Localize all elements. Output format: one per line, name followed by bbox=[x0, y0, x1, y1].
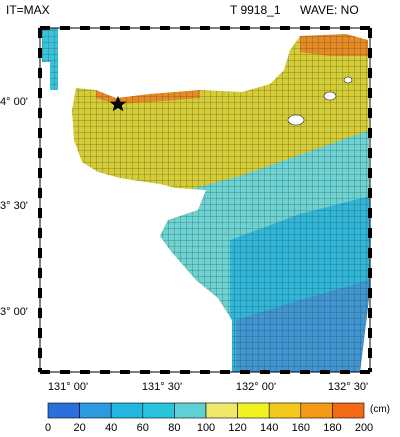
colorbar-tick-label: 20 bbox=[73, 422, 86, 434]
island bbox=[287, 114, 305, 126]
longitude-label: 131° 00' bbox=[47, 381, 89, 393]
run-label: IT=MAX bbox=[6, 3, 50, 17]
colorbar-swatch bbox=[332, 402, 365, 419]
longitude-label: 132° 30' bbox=[327, 381, 369, 393]
colorbar-tick-label: 140 bbox=[260, 422, 279, 434]
colorbar-tick-label: 80 bbox=[168, 422, 181, 434]
colorbar-unit: (cm) bbox=[370, 404, 390, 415]
colorbar-tick-label: 40 bbox=[105, 422, 118, 434]
latitude-label: 3° 00' bbox=[0, 306, 28, 318]
colorbar-swatch bbox=[268, 402, 302, 419]
colorbar-swatch bbox=[205, 402, 238, 419]
colorbar-swatch bbox=[142, 402, 175, 419]
longitude-label: 131° 30' bbox=[141, 381, 183, 393]
star-icon bbox=[109, 96, 127, 112]
colorbar-tick-label: 120 bbox=[228, 422, 247, 434]
wave-label: WAVE: NO bbox=[300, 3, 359, 17]
colorbar-tick-label: 160 bbox=[291, 422, 310, 434]
colorbar-tick-label: 180 bbox=[323, 422, 342, 434]
colorbar-swatch bbox=[174, 402, 207, 419]
longitude-label: 132° 00' bbox=[235, 381, 277, 393]
colorbar bbox=[47, 402, 365, 419]
island bbox=[343, 76, 353, 84]
colorbar-swatch bbox=[79, 402, 112, 419]
case-label: T 9918_1 bbox=[230, 3, 281, 17]
colorbar-tick-label: 60 bbox=[136, 422, 149, 434]
colorbar-swatch bbox=[300, 402, 333, 419]
colorbar-tick-label: 0 bbox=[44, 422, 52, 434]
island bbox=[323, 91, 337, 101]
latitude-label: 4° 00' bbox=[0, 96, 28, 108]
colorbar-tick-label: 100 bbox=[196, 422, 216, 434]
frame-ticks bbox=[38, 26, 372, 374]
colorbar-tick-label: 200 bbox=[354, 422, 374, 434]
colorbar-swatch bbox=[237, 402, 270, 419]
latitude-label: 3° 30' bbox=[0, 200, 28, 212]
colorbar-swatch bbox=[47, 402, 80, 419]
colorbar-swatch bbox=[110, 402, 144, 419]
